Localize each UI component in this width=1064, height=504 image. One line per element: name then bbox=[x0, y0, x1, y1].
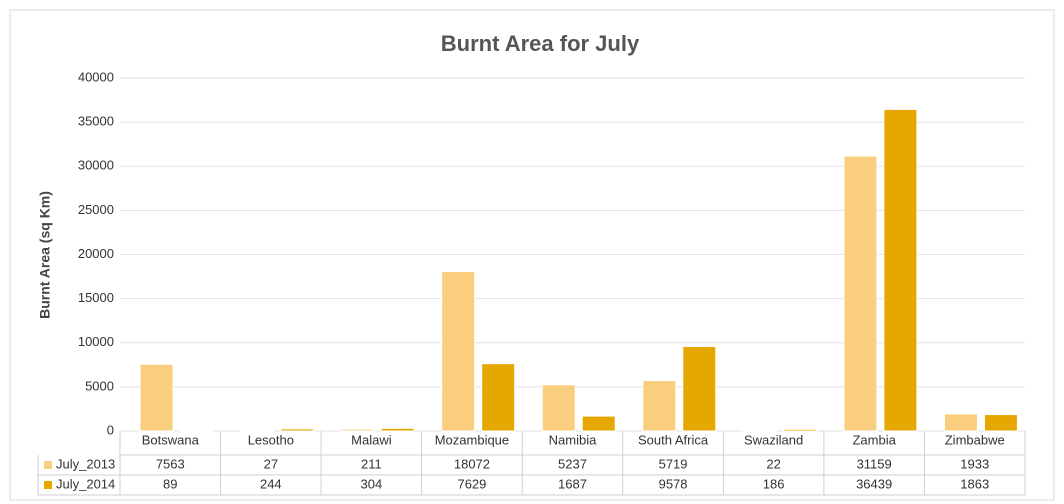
legend-label: July_2014 bbox=[56, 476, 115, 491]
bar bbox=[983, 414, 1018, 432]
bar bbox=[340, 428, 375, 432]
table-value: 27 bbox=[264, 456, 278, 471]
bar bbox=[682, 345, 717, 432]
y-tick-label: 40000 bbox=[78, 69, 114, 84]
legend-swatch bbox=[44, 481, 52, 489]
x-tick-label: Malawi bbox=[351, 432, 392, 447]
x-tick-label: Swaziland bbox=[744, 432, 803, 447]
bar bbox=[280, 428, 315, 432]
x-tick-label: Mozambique bbox=[435, 432, 509, 447]
bar bbox=[883, 108, 918, 432]
table-value: 5237 bbox=[558, 456, 587, 471]
x-tick-label: Lesotho bbox=[248, 432, 294, 447]
x-tick-label: Zimbabwe bbox=[945, 432, 1005, 447]
y-tick-label: 10000 bbox=[78, 334, 114, 349]
table-value: 18072 bbox=[454, 456, 490, 471]
table-value: 1863 bbox=[960, 476, 989, 491]
table-value: 36439 bbox=[856, 476, 892, 491]
bar bbox=[139, 363, 174, 432]
legend-label: July_2013 bbox=[56, 456, 115, 471]
table-value: 1687 bbox=[558, 476, 587, 491]
x-tick-label: Botswana bbox=[142, 432, 200, 447]
table-value: 5719 bbox=[659, 456, 688, 471]
y-tick-label: 35000 bbox=[78, 114, 114, 129]
x-tick-label: South Africa bbox=[638, 432, 709, 447]
table-value: 9578 bbox=[659, 476, 688, 491]
y-axis-title: Burnt Area (sq Km) bbox=[37, 191, 53, 319]
y-tick-label: 25000 bbox=[78, 202, 114, 217]
bar bbox=[481, 363, 516, 432]
bar bbox=[179, 429, 214, 432]
table-value: 31159 bbox=[857, 456, 892, 471]
table-value: 7629 bbox=[457, 476, 486, 491]
bar bbox=[380, 427, 415, 432]
y-tick-label: 30000 bbox=[78, 158, 114, 173]
table-value: 304 bbox=[361, 476, 383, 491]
bar bbox=[943, 413, 978, 432]
bar bbox=[843, 155, 878, 432]
x-tick-label: Zambia bbox=[852, 432, 896, 447]
bar bbox=[541, 384, 576, 432]
bar bbox=[782, 428, 817, 432]
y-tick-label: 0 bbox=[107, 422, 114, 437]
y-tick-label: 15000 bbox=[78, 290, 114, 305]
table-value: 7563 bbox=[156, 456, 185, 471]
x-tick-label: Namibia bbox=[549, 432, 597, 447]
bar bbox=[441, 271, 476, 432]
table-value: 22 bbox=[766, 456, 780, 471]
y-tick-label: 20000 bbox=[78, 246, 114, 261]
legend-swatch bbox=[44, 461, 52, 469]
chart-title: Burnt Area for July bbox=[441, 31, 640, 56]
table-value: 211 bbox=[361, 456, 382, 471]
bar bbox=[581, 415, 616, 432]
y-tick-label: 5000 bbox=[85, 378, 114, 393]
table-value: 244 bbox=[260, 476, 282, 491]
table-value: 89 bbox=[163, 476, 177, 491]
table-value: 1933 bbox=[960, 456, 989, 471]
bar bbox=[642, 380, 677, 432]
table-value: 186 bbox=[763, 476, 785, 491]
